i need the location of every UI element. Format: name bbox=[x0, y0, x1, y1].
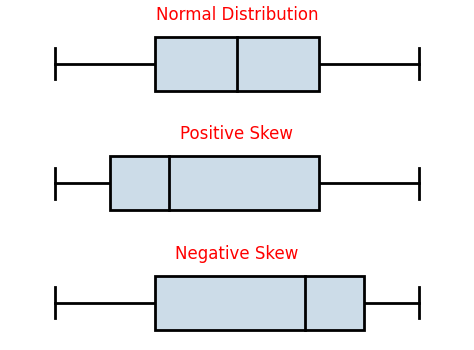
Bar bbox=[155, 276, 365, 330]
Text: Normal Distribution: Normal Distribution bbox=[156, 6, 318, 23]
Text: Positive Skew: Positive Skew bbox=[181, 125, 293, 143]
Text: Negative Skew: Negative Skew bbox=[175, 245, 299, 262]
Bar bbox=[155, 37, 319, 91]
Bar bbox=[109, 156, 319, 210]
